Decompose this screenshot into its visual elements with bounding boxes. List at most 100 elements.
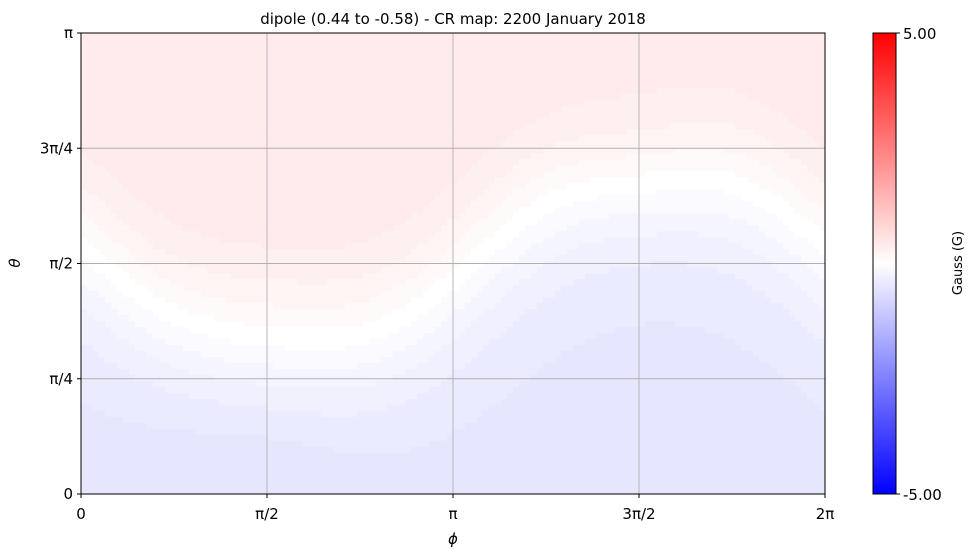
- heatmap-cell: [459, 74, 466, 82]
- heatmap-cell: [351, 200, 358, 208]
- heatmap-cell: [285, 134, 292, 142]
- heatmap-cell: [453, 188, 460, 196]
- heatmap-cell: [141, 224, 148, 232]
- heatmap-cell: [111, 62, 118, 70]
- heatmap-cell: [387, 188, 394, 196]
- heatmap-cell: [249, 314, 256, 321]
- heatmap-cell: [429, 200, 436, 208]
- heatmap-cell: [249, 296, 256, 304]
- heatmap-cell: [105, 230, 112, 238]
- heatmap-cell: [405, 416, 412, 423]
- heatmap-cell: [171, 374, 178, 381]
- heatmap-cell: [243, 308, 250, 315]
- heatmap-cell: [261, 332, 268, 339]
- heatmap-cell: [219, 320, 226, 327]
- heatmap-cell: [423, 464, 430, 471]
- heatmap-cell: [327, 50, 334, 58]
- heatmap-cell: [189, 98, 196, 106]
- heatmap-cell: [351, 368, 358, 375]
- heatmap-cell: [399, 464, 406, 471]
- heatmap-cell: [435, 50, 442, 58]
- heatmap-cell: [303, 284, 310, 292]
- heatmap-cell: [249, 122, 256, 130]
- heatmap-cell: [333, 146, 340, 154]
- heatmap-cell: [213, 74, 220, 82]
- heatmap-cell: [165, 44, 172, 52]
- heatmap-cell: [327, 248, 334, 256]
- heatmap-cell: [411, 44, 418, 52]
- heatmap-cell: [219, 380, 226, 387]
- heatmap-cell: [153, 68, 160, 76]
- heatmap-cell: [255, 446, 262, 453]
- heatmap-cell: [177, 200, 184, 208]
- heatmap-cell: [453, 422, 460, 429]
- heatmap-cell: [141, 290, 148, 298]
- heatmap-cell: [99, 116, 106, 124]
- heatmap-cell: [99, 254, 106, 262]
- heatmap-cell: [105, 488, 112, 495]
- heatmap-cell: [219, 266, 226, 274]
- heatmap-cell: [291, 464, 298, 471]
- heatmap-cell: [111, 158, 118, 166]
- heatmap-cell: [369, 476, 376, 483]
- heatmap-cell: [351, 380, 358, 387]
- heatmap-cell: [309, 344, 316, 351]
- heatmap-cell: [255, 38, 262, 46]
- heatmap-cell: [345, 476, 352, 483]
- heatmap-cell: [225, 170, 232, 178]
- heatmap-cell: [189, 344, 196, 351]
- heatmap-cell: [225, 146, 232, 154]
- heatmap-cell: [441, 206, 448, 214]
- heatmap-cell: [225, 416, 232, 423]
- heatmap-cell: [231, 236, 238, 244]
- heatmap-cell: [123, 380, 130, 387]
- heatmap-cell: [201, 122, 208, 130]
- heatmap-cell: [201, 44, 208, 52]
- heatmap-cell: [357, 398, 364, 405]
- heatmap-cell: [381, 362, 388, 369]
- heatmap-cell: [375, 380, 382, 387]
- heatmap-cell: [87, 164, 94, 172]
- heatmap-cell: [459, 134, 466, 142]
- heatmap-cell: [177, 122, 184, 130]
- heatmap-cell: [129, 374, 136, 381]
- heatmap-cell: [387, 170, 394, 178]
- heatmap-cell: [111, 326, 118, 333]
- heatmap-cell: [141, 122, 148, 130]
- heatmap-cell: [267, 398, 274, 405]
- heatmap-cell: [429, 266, 436, 274]
- heatmap-cell: [423, 266, 430, 274]
- heatmap-cell: [153, 458, 160, 465]
- heatmap-cell: [423, 218, 430, 226]
- heatmap-cell: [243, 110, 250, 118]
- heatmap-cell: [363, 314, 370, 321]
- heatmap-cell: [87, 410, 94, 417]
- heatmap-cell: [375, 50, 382, 58]
- heatmap-cell: [339, 302, 346, 310]
- heatmap-cell: [189, 476, 196, 483]
- heatmap-cell: [357, 206, 364, 214]
- heatmap-cell: [285, 332, 292, 339]
- heatmap-cell: [453, 74, 460, 82]
- heatmap-cell: [231, 254, 238, 262]
- heatmap-cell: [273, 302, 280, 310]
- heatmap-cell: [219, 92, 226, 100]
- heatmap-cell: [177, 242, 184, 250]
- heatmap-cell: [435, 272, 442, 280]
- heatmap-cell: [357, 368, 364, 375]
- heatmap-cell: [99, 470, 106, 477]
- heatmap-cell: [123, 482, 130, 489]
- heatmap-cell: [441, 398, 448, 405]
- heatmap-cell: [195, 332, 202, 339]
- heatmap-cell: [333, 200, 340, 208]
- heatmap-cell: [351, 218, 358, 226]
- heatmap-cell: [351, 164, 358, 172]
- heatmap-cell: [369, 140, 376, 148]
- heatmap-cell: [411, 62, 418, 70]
- heatmap-cell: [327, 218, 334, 226]
- heatmap-cell: [423, 38, 430, 46]
- heatmap-cell: [441, 80, 448, 88]
- heatmap-cell: [441, 320, 448, 327]
- heatmap-cell: [297, 374, 304, 381]
- heatmap-cell: [393, 224, 400, 232]
